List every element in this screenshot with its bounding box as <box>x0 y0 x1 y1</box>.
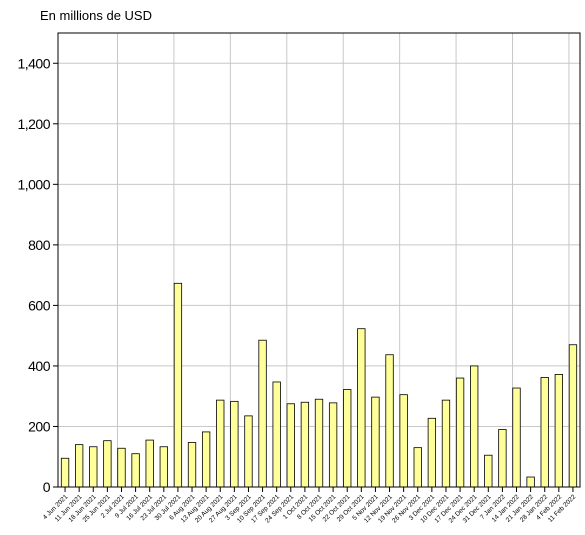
bar <box>526 476 535 488</box>
y-tick-label: 1,000 <box>17 176 50 192</box>
bar <box>413 447 422 488</box>
bar <box>385 354 394 488</box>
bar <box>244 415 253 488</box>
bar <box>427 417 437 488</box>
bar <box>371 396 380 488</box>
y-tick-label: 400 <box>28 358 51 374</box>
bar <box>216 399 225 488</box>
y-tick-label: 800 <box>28 237 51 253</box>
bar <box>399 394 408 488</box>
bar <box>512 387 521 488</box>
bar <box>498 429 507 488</box>
y-tick-label: 1,200 <box>17 116 50 132</box>
bar <box>286 403 295 488</box>
bar <box>187 442 197 488</box>
bar <box>568 344 578 488</box>
y-tick-label: 600 <box>28 297 51 313</box>
bar <box>173 282 183 488</box>
y-axis-unit-label: En millions de USD <box>40 8 152 23</box>
bar <box>540 377 549 488</box>
y-tick-label: 1,400 <box>17 55 50 71</box>
bar <box>300 401 310 488</box>
bar <box>484 454 493 488</box>
bar <box>117 447 126 488</box>
y-tick-label: 200 <box>28 418 51 434</box>
bar <box>470 365 479 488</box>
bar <box>272 381 281 488</box>
bar <box>159 446 168 488</box>
bar <box>103 440 112 488</box>
bar <box>145 439 154 488</box>
y-tick-label: 0 <box>43 479 51 495</box>
bar <box>75 444 84 488</box>
bar <box>60 457 70 488</box>
bar <box>258 339 267 488</box>
bar <box>554 374 563 488</box>
bar <box>343 389 352 488</box>
bar <box>201 431 211 488</box>
bar <box>441 399 451 488</box>
bar <box>357 328 366 488</box>
bar <box>230 400 239 488</box>
bar <box>314 398 324 488</box>
bar <box>455 377 465 488</box>
bar <box>328 402 338 488</box>
bar <box>131 453 140 488</box>
bar <box>89 446 98 488</box>
